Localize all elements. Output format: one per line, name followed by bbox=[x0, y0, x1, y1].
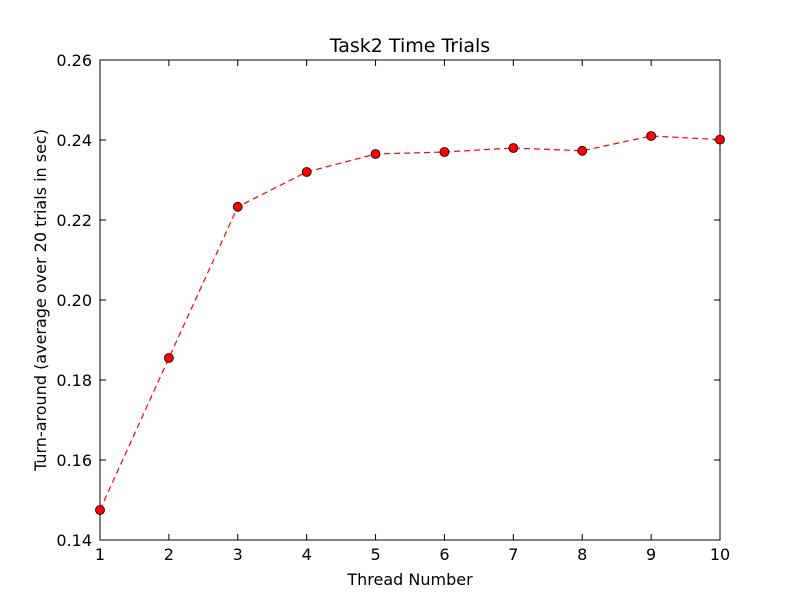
chart-title: Task2 Time Trials bbox=[329, 35, 490, 57]
data-point bbox=[163, 353, 174, 363]
x-tick-label: 9 bbox=[646, 545, 656, 564]
y-tick-label: 0.14 bbox=[56, 531, 92, 550]
y-tick-label: 0.26 bbox=[56, 51, 92, 70]
y-tick-label: 0.22 bbox=[56, 211, 92, 230]
series-line bbox=[99, 135, 721, 511]
x-axis: 1 2 3 4 5 6 7 8 9 10 bbox=[95, 60, 730, 564]
x-tick-label: 6 bbox=[439, 545, 449, 564]
data-point bbox=[508, 143, 519, 153]
x-tick-label: 1 bbox=[95, 545, 105, 564]
data-point bbox=[715, 134, 725, 145]
y-axis-title: Turn-around (average over 20 trials in s… bbox=[31, 129, 50, 472]
x-tick-label: 8 bbox=[577, 545, 587, 564]
y-tick-label: 0.18 bbox=[56, 371, 92, 390]
plot-area bbox=[99, 59, 721, 541]
series-layer bbox=[95, 131, 725, 515]
data-point bbox=[370, 149, 381, 159]
data-point bbox=[232, 201, 243, 212]
data-point bbox=[577, 145, 588, 156]
data-point bbox=[439, 147, 450, 157]
y-tick-label: 0.16 bbox=[56, 451, 92, 470]
x-tick-label: 7 bbox=[508, 545, 518, 564]
x-tick-label: 5 bbox=[370, 545, 380, 564]
x-tick-label: 3 bbox=[233, 545, 243, 564]
x-tick-label: 4 bbox=[302, 545, 312, 564]
data-point bbox=[646, 131, 657, 141]
y-tick-label: 0.20 bbox=[56, 291, 92, 310]
x-tick-label: 10 bbox=[710, 545, 730, 564]
plot-frame bbox=[99, 59, 721, 541]
x-tick-label: 2 bbox=[164, 545, 174, 564]
y-axis: 0.14 0.16 0.18 0.20 0.22 0.24 0.26 bbox=[56, 51, 720, 550]
data-point bbox=[301, 167, 312, 177]
data-point bbox=[95, 505, 105, 515]
x-axis-title: Thread Number bbox=[346, 570, 473, 589]
y-tick-label: 0.24 bbox=[56, 131, 92, 150]
